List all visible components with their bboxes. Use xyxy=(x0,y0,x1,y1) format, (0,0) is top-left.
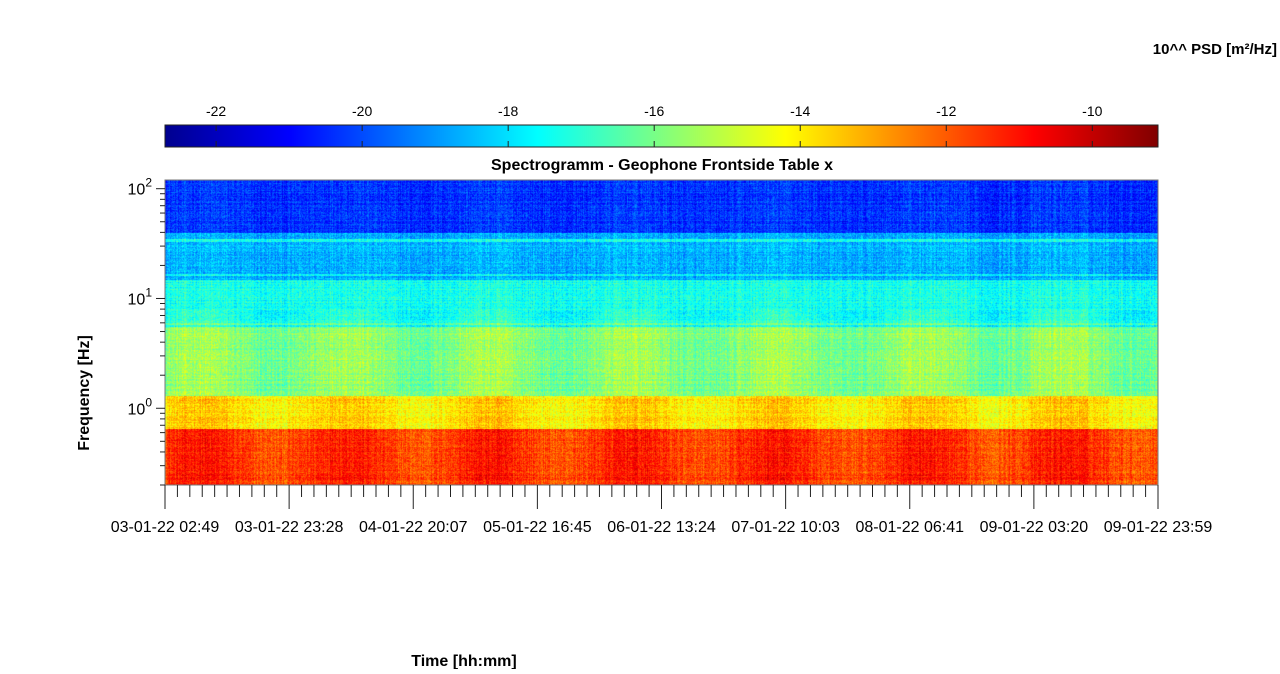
x-axis: 03-01-22 02:49 03-01-22 23:28 04-01-22 20:… xyxy=(111,485,1213,536)
x-tick-label: 04-01-22 20:07 xyxy=(359,519,468,536)
x-tick-label: 08-01-22 06:41 xyxy=(855,519,964,536)
y-tick-exponent: 2 xyxy=(145,176,152,190)
x-axis-label: Time [hh:mm] xyxy=(411,653,516,669)
colorbar-label: 10^^ PSD [m²/Hz] xyxy=(1153,41,1277,58)
x-tick-label: 05-01-22 16:45 xyxy=(483,519,592,536)
colorbar-tick-label: -18 xyxy=(498,103,518,119)
colorbar-ramp xyxy=(164,124,1159,148)
colorbar-tick-label: -12 xyxy=(936,103,956,119)
y-tick-label: 101 xyxy=(128,285,153,308)
y-tick-label: 100 xyxy=(128,395,153,418)
colorbar-tick-label: -22 xyxy=(206,103,226,119)
colorbar-tick-label: -14 xyxy=(790,103,810,119)
colorbar: -22 -20 -18 -16 -14 -12 -10 xyxy=(164,103,1159,148)
x-tick-label: 06-01-22 13:24 xyxy=(607,519,716,536)
y-tick-base: 10 xyxy=(128,182,146,199)
y-tick-exponent: 1 xyxy=(145,285,152,299)
x-tick-label: 07-01-22 10:03 xyxy=(731,519,840,536)
y-tick-base: 10 xyxy=(128,401,146,418)
y-tick-label: 102 xyxy=(128,176,153,199)
chart-title: Spectrogramm - Geophone Frontside Table … xyxy=(491,157,833,174)
colorbar-tick-label: -20 xyxy=(352,103,372,119)
x-tick-label: 03-01-22 02:49 xyxy=(111,519,220,536)
y-tick-base: 10 xyxy=(128,291,146,308)
x-tick-label: 03-01-22 23:28 xyxy=(235,519,344,536)
x-tick-label: 09-01-22 23:59 xyxy=(1104,519,1213,536)
spectrogram-image xyxy=(165,180,1158,485)
colorbar-tick-label: -16 xyxy=(644,103,664,119)
y-tick-exponent: 0 xyxy=(145,395,152,409)
y-axis-label: Frequency [Hz] xyxy=(76,335,93,451)
x-tick-label: 09-01-22 03:20 xyxy=(980,519,1089,536)
colorbar-tick-label: -10 xyxy=(1082,103,1102,119)
